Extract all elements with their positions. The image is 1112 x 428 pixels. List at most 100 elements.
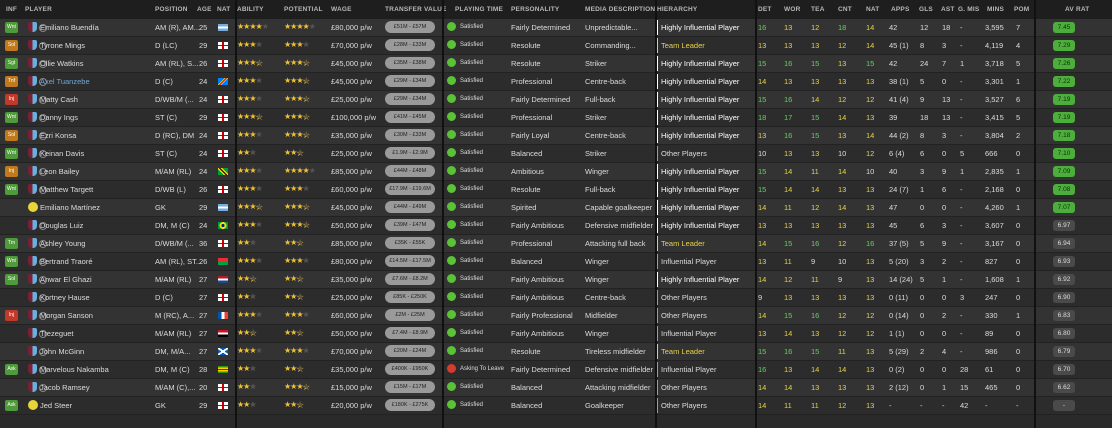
- info-badge: Sol: [5, 40, 18, 51]
- personality: Fairly Determined: [511, 95, 571, 104]
- header-det[interactable]: DET: [758, 6, 772, 13]
- header-player[interactable]: PLAYER: [25, 6, 52, 13]
- player-name[interactable]: Anwar El Ghazi: [40, 275, 92, 284]
- media-description: Goalkeeper: [585, 401, 624, 410]
- attr-natural-fitness: 13: [866, 203, 875, 212]
- header-gls[interactable]: GLS: [919, 6, 933, 13]
- player-name[interactable]: Bertrand Traoré: [40, 257, 93, 266]
- table-row[interactable]: John McGinn DM, M/A... 27 ★★★ ★ ★ ★★★ ★ ★ £70,000…: [0, 343, 1112, 361]
- stat-goals: 2: [920, 347, 925, 356]
- table-row[interactable]: Inj Morgan Sanson M (RC), A... 27 ★★★ ★ ★ ★★★ ★ ★…: [0, 307, 1112, 325]
- stat-goals: 0: [920, 365, 925, 374]
- player-age: 27: [199, 275, 208, 284]
- header-ability[interactable]: ABILITY: [237, 6, 264, 13]
- player-age: 24: [199, 149, 208, 158]
- transfer-value-badge: £20M - £24M: [385, 345, 435, 357]
- table-row[interactable]: Douglas Luiz DM, M (C) 24 ★★★ ★ ★ ★★★ ⯪ ★ £50,000…: [0, 217, 1112, 235]
- player-name[interactable]: Ashley Young: [40, 239, 86, 248]
- header-potential[interactable]: POTENTIAL: [284, 6, 323, 13]
- header-position[interactable]: POSITION: [155, 6, 188, 13]
- table-row[interactable]: Trezeguet M/AM (RL) 27 ★★ ⯪ ★ ★ ★★ ⯪ ★ ★ £50,000 p/…: [0, 325, 1112, 343]
- attr-determination: 16: [758, 365, 767, 374]
- header-media-description[interactable]: MEDIA DESCRIPTION: [585, 6, 656, 13]
- nationality-flag-icon: [218, 204, 228, 211]
- player-name[interactable]: Jacob Ramsey: [40, 383, 90, 392]
- player-name[interactable]: Jed Steer: [40, 401, 73, 410]
- header-hierarchy[interactable]: HIERARCHY: [657, 6, 698, 13]
- stat-goals: 0: [920, 383, 925, 392]
- playing-time-status: Satisfied: [460, 150, 484, 156]
- table-row[interactable]: Inj Matty Cash D/WB/M (... 24 ★★★ ★ ★ ★★★ ⯪ ★ £25,…: [0, 91, 1112, 109]
- table-header: INF PLAYER POSITION AGE NAT ABILITY POTENTIAL W…: [0, 0, 1112, 20]
- player-name[interactable]: Emiliano Buendía: [40, 23, 99, 32]
- player-name[interactable]: Marvelous Nakamba: [40, 365, 109, 374]
- table-row[interactable]: Sgt Ollie Watkins AM (RL), S... 26 ★★★ ⯪ ★ ★★★ ⯪…: [0, 55, 1112, 73]
- player-name[interactable]: Ezri Konsa: [40, 131, 77, 140]
- table-row[interactable]: Jacob Ramsey M/AM (C),... 20 ★★ ★ ★ ★ ★★★ ⯪ ★ £15,…: [0, 379, 1112, 397]
- playing-time-face-icon: [447, 130, 456, 139]
- stat-assists: 13: [942, 113, 951, 122]
- playing-time-face-icon: [447, 292, 456, 301]
- table-row[interactable]: Emiliano Martínez GK 29 ★★★ ⯪ ★ ★★★ ⯪ ★ £45,000 p…: [0, 199, 1112, 217]
- player-name[interactable]: John McGinn: [40, 347, 85, 356]
- table-row[interactable]: Wnt Matthew Targett D/WB (L) 26 ★★★ ★ ★ ★★★ ★ ★ £6…: [0, 181, 1112, 199]
- media-description: Full-back: [585, 95, 616, 104]
- header-inf[interactable]: INF: [6, 6, 18, 13]
- player-name[interactable]: Ollie Watkins: [40, 59, 84, 68]
- player-name[interactable]: Morgan Sanson: [40, 311, 93, 320]
- table-row[interactable]: Wnt Bertrand Traoré AM (RL), ST... 26 ★★★ ★ ★ ★…: [0, 253, 1112, 271]
- header-g-mis[interactable]: G. MIS: [958, 6, 980, 13]
- transfer-value-badge: £28M - £33M: [385, 39, 435, 51]
- player-name[interactable]: Axel Tuanzebe: [40, 77, 90, 86]
- header-ast[interactable]: AST: [941, 6, 955, 13]
- header-wage[interactable]: WAGE: [331, 6, 352, 13]
- playing-time-face-icon: [447, 400, 456, 409]
- player-name[interactable]: Emiliano Martínez: [40, 203, 101, 212]
- header-nat-attr[interactable]: NAT: [866, 6, 880, 13]
- attr-determination: 15: [758, 347, 767, 356]
- player-name[interactable]: Danny Ings: [40, 113, 78, 122]
- attr-teamwork: 15: [811, 131, 820, 140]
- table-row[interactable]: Wnt Emiliano Buendía AM (R), AM... 25 ★★★★ ★ ★…: [0, 19, 1112, 37]
- ability-stars: ★★★★★: [237, 292, 257, 301]
- player-name[interactable]: Tyrone Mings: [40, 41, 86, 50]
- header-mins[interactable]: MINS: [987, 6, 1005, 13]
- attr-work-rate: 16: [784, 347, 793, 356]
- table-row[interactable]: Sol Tyrone Mings D (LC) 29 ★★★ ★ ★ ★★★ ★ ★ £70,000…: [0, 37, 1112, 55]
- table-row[interactable]: Wnt Keinan Davis ST (C) 24 ★★ ★ ★ ★ ★★ ⯪ ★ ★ £25,000…: [0, 145, 1112, 163]
- header-tea[interactable]: TEA: [811, 6, 825, 13]
- header-wor[interactable]: WOR: [784, 6, 801, 13]
- player-name[interactable]: Kortney Hause: [40, 293, 90, 302]
- table-row[interactable]: Kortney Hause D (C) 27 ★★ ★ ★ ★ ★★ ⯪ ★ ★ £25,000 p/…: [0, 289, 1112, 307]
- header-av-rat[interactable]: AV RAT: [1065, 6, 1090, 13]
- header-cnt[interactable]: CNT: [838, 6, 852, 13]
- header-pom[interactable]: POM: [1014, 6, 1030, 13]
- player-name[interactable]: Leon Bailey: [40, 167, 80, 176]
- player-position: M (RC), A...: [155, 311, 195, 320]
- player-name[interactable]: Keinan Davis: [40, 149, 85, 158]
- attr-determination: 13: [758, 329, 767, 338]
- player-name[interactable]: Matty Cash: [40, 95, 78, 104]
- player-name[interactable]: Trezeguet: [40, 329, 74, 338]
- header-age[interactable]: AGE: [197, 6, 212, 13]
- header-playing-time[interactable]: PLAYING TIME: [455, 6, 504, 13]
- header-personality[interactable]: PERSONALITY: [511, 6, 560, 13]
- table-row[interactable]: Inj Leon Bailey M/AM (RL) 24 ★★★ ★ ★ ★★★★ ★ £85,0…: [0, 163, 1112, 181]
- player-name[interactable]: Douglas Luiz: [40, 221, 84, 230]
- table-row[interactable]: Sol Anwar El Ghazi M/AM (RL) 27 ★★ ⯪ ★ ★ ★★ ⯪ ★ ★ £3…: [0, 271, 1112, 289]
- player-name[interactable]: Matthew Targett: [40, 185, 94, 194]
- table-row[interactable]: Trn Ashley Young D/WB/M (... 36 ★★ ★ ★ ★ ★★ ⯪ ★ ★ £8…: [0, 235, 1112, 253]
- table-row[interactable]: Tnf Axel Tuanzebe D (C) 24 ★★★ ★ ★ ★★★ ⯪ ★ £45,000…: [0, 73, 1112, 91]
- stat-pom: 0: [1016, 221, 1021, 230]
- table-row[interactable]: Sol Ezri Konsa D (RC), DM 24 ★★★ ★ ★ ★★★ ⯪ ★ £35,0…: [0, 127, 1112, 145]
- header-transfer-value[interactable]: TRANSFER VALUE: [385, 6, 447, 13]
- header-nat[interactable]: NAT: [217, 6, 231, 13]
- header-apps[interactable]: APPS: [891, 6, 910, 13]
- stat-assists: 7: [942, 59, 947, 68]
- stat-goals: 9: [920, 95, 925, 104]
- table-row[interactable]: Ask Jed Steer GK 29 ★★ ★ ★ ★ ★★ ⯪ ★ ★ £20,000 p/w £18…: [0, 397, 1112, 415]
- attr-natural-fitness: 15: [866, 59, 875, 68]
- table-row[interactable]: Wnt Danny Ings ST (C) 29 ★★★ ⯪ ★ ★★★ ⯪ ★ £100,000 …: [0, 109, 1112, 127]
- table-row[interactable]: Ask Marvelous Nakamba DM, M (C) 28 ★★ ★ ★ ★ ★★ ⯪ ★…: [0, 361, 1112, 379]
- attr-work-rate: 17: [784, 113, 793, 122]
